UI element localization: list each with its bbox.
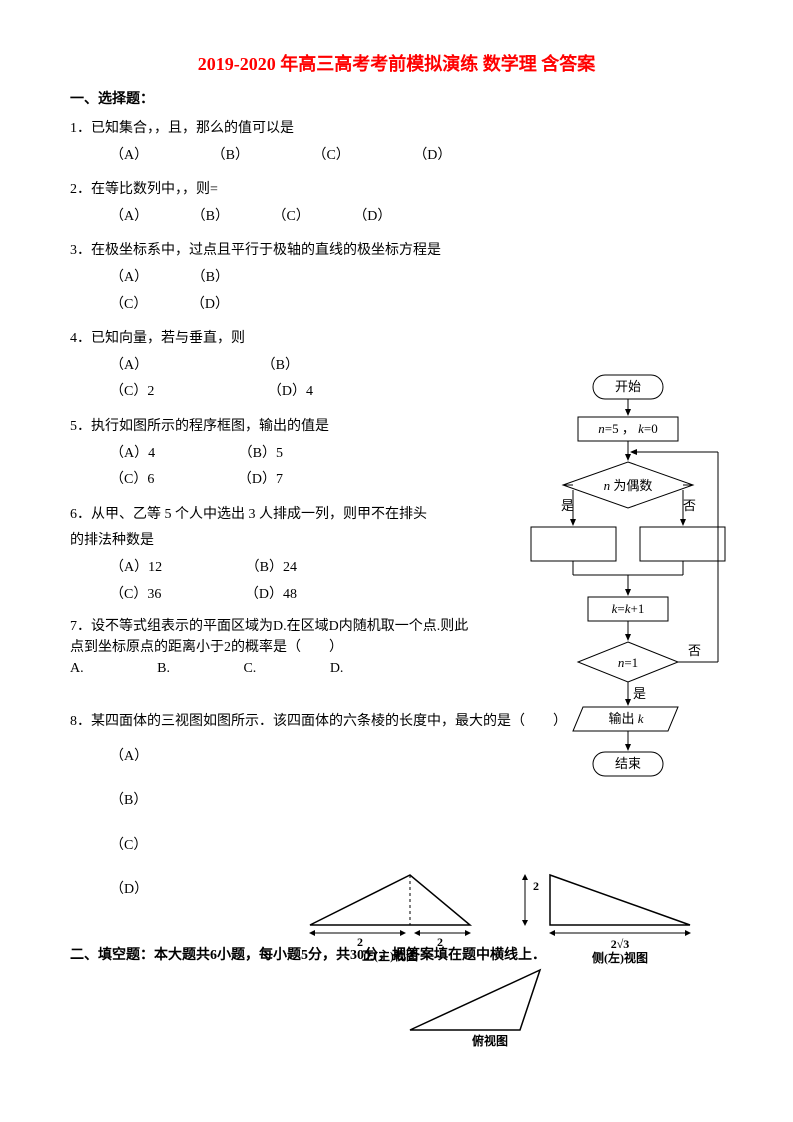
q3-D: （D） — [191, 292, 229, 319]
flowchart: 开始 n=5 ， k=0 n 为偶数 是 否 k=k+1 n=1 否 是 输出 … — [523, 370, 733, 800]
question-1: 1．已知集合，，且，那么的值可以是 （A） （B） （C） （D） — [70, 116, 723, 169]
q6-options-2: （C）36 （D）48 — [110, 582, 470, 609]
q8-C-row: （C） — [110, 833, 723, 860]
q2-D: （D） — [353, 204, 391, 231]
q1-A: （A） — [110, 143, 148, 170]
q5-options-2: （C）6 （D）7 — [110, 467, 470, 494]
q4-stem: 4．已知向量，若与垂直，则 — [70, 326, 470, 353]
q5-A: （A）4 — [110, 441, 155, 468]
dim-2c: 2 — [533, 879, 539, 893]
q6-stem2: 的排法种数是 — [70, 528, 470, 555]
q8-B: （B） — [110, 788, 147, 815]
q2-stem: 2．在等比数列中，，则= — [70, 177, 723, 204]
q4-options: （A） （B） — [110, 353, 470, 380]
dim-2a: 2 — [357, 935, 363, 949]
dim-2b: 2 — [437, 935, 443, 949]
q5-stem: 5．执行如图所示的程序框图，输出的值是 — [70, 414, 470, 441]
question-3: 3．在极坐标系中，过点且平行于极轴的直线的极坐标方程是 （A） （B） （C） … — [70, 238, 723, 318]
q3-A: （A） — [110, 265, 148, 292]
q4-B: （B） — [262, 353, 299, 380]
q3-options-2: （C） （D） — [110, 292, 723, 319]
q6-D: （D）48 — [245, 582, 297, 609]
fc-inc: k=k+1 — [612, 601, 645, 616]
q2-C: （C） — [272, 204, 309, 231]
fc-cond1: n 为偶数 — [604, 478, 653, 493]
q2-B: （B） — [192, 204, 229, 231]
dim-2sqrt3: 2√3 — [611, 937, 630, 951]
q3-B: （B） — [192, 265, 229, 292]
q1-D: （D） — [413, 143, 451, 170]
q1-options: （A） （B） （C） （D） — [110, 143, 723, 170]
fc-no2: 否 — [688, 643, 701, 658]
fc-end: 结束 — [615, 756, 641, 771]
front-label: 正(主)视图 — [362, 948, 418, 963]
q4-D: （D）4 — [268, 379, 313, 406]
q7-stem: 7．设不等式组表示的平面区域为D.在区域D内随机取一个点.则此点到坐标原点的距离… — [70, 616, 470, 658]
q5-options: （A）4 （B）5 — [110, 441, 470, 468]
fc-cond2: n=1 — [618, 655, 638, 670]
q6-B: （B）24 — [246, 555, 297, 582]
q1-C: （C） — [312, 143, 349, 170]
q4-C: （C）2 — [110, 379, 154, 406]
question-6: 6．从甲、乙等 5 个人中选出 3 人排成一列，则甲不在排头 的排法种数是 （A… — [70, 502, 470, 608]
q1-stem: 1．已知集合，，且，那么的值可以是 — [70, 116, 723, 143]
q1-B: （B） — [212, 143, 249, 170]
question-5: 5．执行如图所示的程序框图，输出的值是 （A）4 （B）5 （C）6 （D）7 — [70, 414, 470, 494]
fc-yes1: 是 — [561, 498, 574, 513]
question-4: 4．已知向量，若与垂直，则 （A） （B） （C）2 （D）4 — [70, 326, 470, 406]
q8-C: （C） — [110, 833, 147, 860]
fc-no1: 否 — [683, 498, 696, 513]
q3-stem: 3．在极坐标系中，过点且平行于极轴的直线的极坐标方程是 — [70, 238, 723, 265]
question-2: 2．在等比数列中，，则= （A） （B） （C） （D） — [70, 177, 723, 230]
q2-options: （A） （B） （C） （D） — [110, 204, 723, 231]
q7-options: A. B. C. D. — [70, 658, 470, 679]
three-view-diagram: 2 2 正(主)视图 2 2√3 侧(左)视图 俯视图 — [290, 870, 710, 1055]
q5-C: （C）6 — [110, 467, 154, 494]
q7-B: B. — [157, 658, 170, 679]
q7-C: C. — [243, 658, 256, 679]
q6-C: （C）36 — [110, 582, 161, 609]
q4-A: （A） — [110, 353, 148, 380]
q3-C: （C） — [110, 292, 147, 319]
question-7: 7．设不等式组表示的平面区域为D.在区域D内随机取一个点.则此点到坐标原点的距离… — [70, 616, 470, 679]
q4-options-2: （C）2 （D）4 — [110, 379, 470, 406]
q5-D: （D）7 — [238, 467, 283, 494]
doc-title: 2019-2020 年高三高考考前模拟演练 数学理 含答案 — [70, 50, 723, 76]
q5-B: （B）5 — [239, 441, 283, 468]
q6-A: （A）12 — [110, 555, 162, 582]
fc-start: 开始 — [615, 379, 641, 394]
side-label: 侧(左)视图 — [592, 950, 648, 965]
q3-options: （A） （B） — [110, 265, 723, 292]
q7-D: D. — [330, 658, 344, 679]
q7-A: A. — [70, 658, 84, 679]
section1-head: 一、选择题： — [70, 88, 723, 108]
q8-D: （D） — [110, 877, 148, 904]
fc-out: 输出 k — [608, 711, 643, 726]
top-label: 俯视图 — [472, 1033, 508, 1048]
fc-yes2: 是 — [633, 686, 646, 701]
q2-A: （A） — [110, 204, 148, 231]
q8-A: （A） — [110, 744, 148, 771]
q6-stem: 6．从甲、乙等 5 个人中选出 3 人排成一列，则甲不在排头 — [70, 502, 470, 529]
q6-options: （A）12 （B）24 — [110, 555, 470, 582]
fc-init: n=5 ， k=0 — [598, 421, 657, 436]
